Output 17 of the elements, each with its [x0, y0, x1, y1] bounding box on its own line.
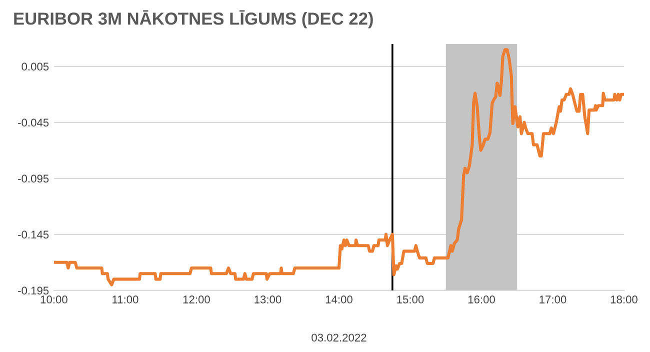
chart-title: EURIBOR 3M NĀKOTNES LĪGUMS (DEC 22)	[14, 10, 373, 28]
x-axis-title: 03.02.2022	[312, 334, 366, 342]
line-series	[54, 48, 624, 286]
x-tick-label: 15:00	[397, 296, 424, 304]
x-tick-label: 11:00	[112, 296, 138, 304]
x-tick-label: 16:00	[468, 296, 495, 304]
x-tick-label: 12:00	[183, 296, 210, 304]
y-tick-label: 0.005	[22, 62, 49, 71]
x-tick-label: 14:00	[326, 296, 352, 304]
y-tick-label: -0.145	[18, 230, 49, 239]
y-tick-label: -0.195	[18, 286, 49, 295]
x-tick-label: 17:00	[540, 296, 566, 304]
y-tick-label: -0.095	[18, 174, 49, 183]
x-tick-label: 10:00	[40, 296, 68, 304]
x-tick-label: 18:00	[610, 296, 638, 304]
x-tick-label: 13:00	[254, 296, 282, 304]
y-tick-label: -0.045	[18, 118, 49, 127]
